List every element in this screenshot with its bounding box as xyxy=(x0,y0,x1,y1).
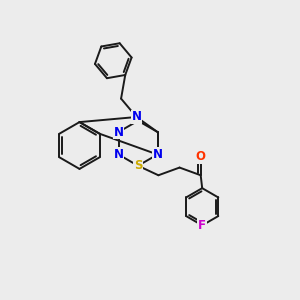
Text: O: O xyxy=(196,150,206,163)
Text: N: N xyxy=(131,110,142,124)
Text: F: F xyxy=(198,219,206,232)
Text: S: S xyxy=(134,159,142,172)
Text: N: N xyxy=(113,148,124,161)
Text: N: N xyxy=(113,125,124,139)
Text: N: N xyxy=(152,148,163,161)
